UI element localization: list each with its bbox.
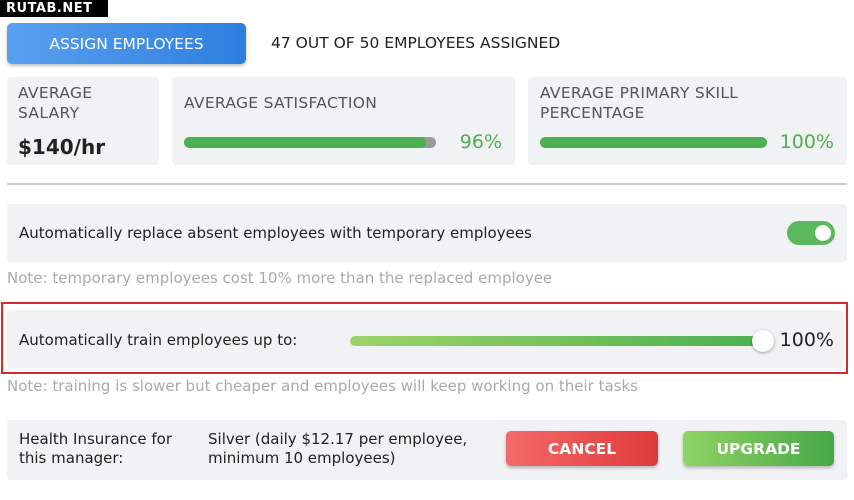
title-line: AVERAGE PRIMARY SKILL: [540, 84, 739, 102]
bar-fill: [540, 137, 767, 148]
highlight-box: [1, 302, 848, 374]
insurance-plan: Silver (daily $12.17 per employee, minim…: [208, 430, 467, 468]
slider-fill: [350, 330, 774, 352]
title-line: SALARY: [18, 104, 80, 122]
plan-line: Silver (daily $12.17 per employee,: [208, 430, 468, 448]
slider-track: [350, 330, 774, 352]
note: Note: training is slower but cheaper and…: [7, 377, 638, 395]
toggle-knob: [815, 225, 831, 241]
slider-knob[interactable]: [752, 330, 774, 352]
train-value: 100%: [779, 329, 834, 351]
note: Note: temporary employees cost 10% more …: [7, 269, 553, 287]
replace-label: Automatically replace absent employees w…: [19, 224, 532, 242]
bar-fill: [184, 137, 426, 148]
train-label: Automatically train employees up to:: [19, 331, 298, 349]
assigned-status: 47 OUT OF 50 EMPLOYEES ASSIGNED: [271, 34, 561, 52]
label-line: this manager:: [19, 449, 124, 467]
bar-label: 100%: [779, 131, 834, 153]
salary-card: AVERAGE SALARY $140/hr: [7, 77, 159, 165]
replace-row: Automatically replace absent employees w…: [7, 204, 847, 262]
cancel-button[interactable]: CANCEL: [506, 431, 658, 466]
bar-label: 96%: [459, 131, 502, 153]
divider: [7, 183, 847, 185]
card-title: AVERAGE SATISFACTION: [184, 93, 377, 113]
title-line: PERCENTAGE: [540, 104, 645, 122]
card-title: AVERAGE PRIMARY SKILL PERCENTAGE: [540, 83, 738, 123]
title-line: AVERAGE: [18, 84, 93, 102]
assign-button[interactable]: ASSIGN EMPLOYEES: [7, 23, 246, 64]
bar-track: [184, 137, 436, 148]
skill-card: AVERAGE PRIMARY SKILL PERCENTAGE 100%: [528, 77, 847, 165]
watermark-box: RUTAB.NET: [0, 0, 108, 17]
plan-line: minimum 10 employees): [208, 449, 396, 467]
train-row: Automatically train employees up to: 100…: [7, 310, 844, 368]
upgrade-button[interactable]: UPGRADE: [683, 431, 834, 466]
bar-track: [540, 137, 767, 148]
satisfaction-card: AVERAGE SATISFACTION 96%: [172, 77, 515, 165]
label-line: Health Insurance for: [19, 430, 173, 448]
toggle[interactable]: [787, 221, 835, 245]
title-line: AVERAGE SATISFACTION: [184, 94, 378, 112]
watermark: RUTAB.NET: [6, 1, 93, 16]
insurance-row: Health Insurance for this manager: Silve…: [7, 420, 847, 480]
card-title: AVERAGE SALARY: [18, 83, 92, 123]
salary-value: $140/hr: [18, 135, 106, 159]
insurance-label: Health Insurance for this manager:: [19, 430, 172, 468]
